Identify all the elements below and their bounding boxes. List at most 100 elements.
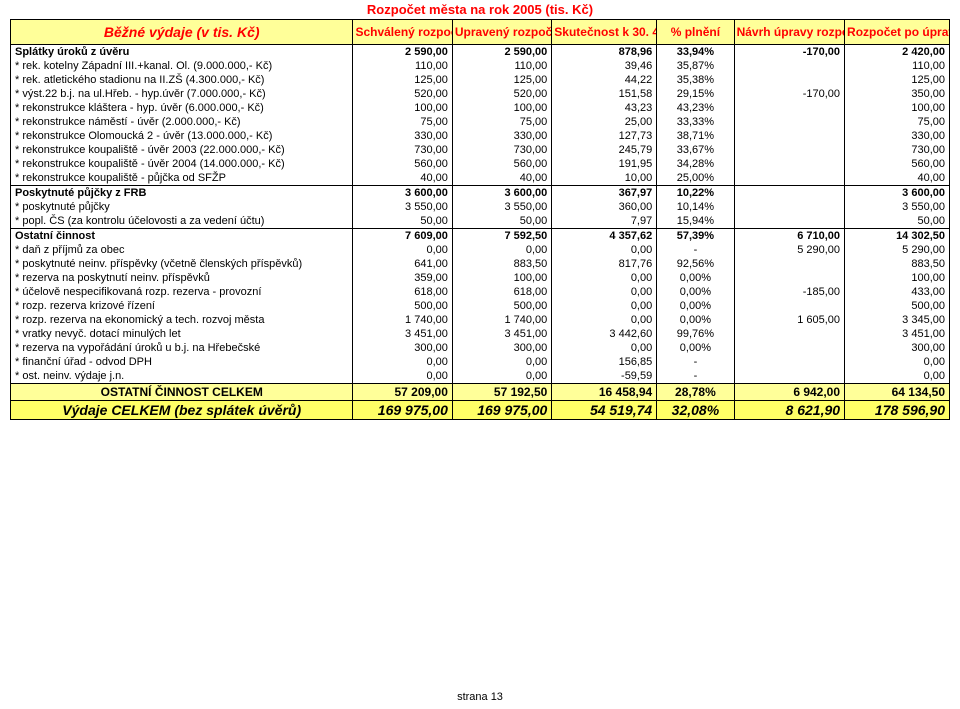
table-row: * rekonstrukce Olomoucká 2 - úvěr (13.00… — [11, 129, 950, 143]
row-value: 300,00 — [845, 341, 950, 355]
row-value: 560,00 — [353, 157, 452, 171]
row-label: Ostatní činnost — [11, 229, 353, 244]
row-label: Výdaje CELKEM (bez splátek úvěrů) — [11, 401, 353, 420]
row-value: 560,00 — [452, 157, 551, 171]
row-value: 3 442,60 — [552, 327, 657, 341]
row-label: * rekonstrukce Olomoucká 2 - úvěr (13.00… — [11, 129, 353, 143]
row-value: 43,23% — [657, 101, 734, 115]
table-row: * rek. atletického stadionu na II.ZŠ (4.… — [11, 73, 950, 87]
row-label: * rekonstrukce koupaliště - úvěr 2004 (1… — [11, 157, 353, 171]
table-row: * rezerva na vypořádání úroků u b.j. na … — [11, 341, 950, 355]
row-value: 3 600,00 — [353, 186, 452, 201]
row-value: 38,71% — [657, 129, 734, 143]
row-value — [734, 143, 844, 157]
table-row: * rekonstrukce koupaliště - úvěr 2004 (1… — [11, 157, 950, 171]
row-value: 43,23 — [552, 101, 657, 115]
table-row: * poskytnuté půjčky3 550,003 550,00360,0… — [11, 200, 950, 214]
row-value: 2 420,00 — [845, 45, 950, 60]
row-value: 156,85 — [552, 355, 657, 369]
row-value: 0,00% — [657, 313, 734, 327]
row-value — [734, 327, 844, 341]
row-label: Poskytnuté půjčky z FRB — [11, 186, 353, 201]
row-value: 110,00 — [452, 59, 551, 73]
table-row: * ost. neinv. výdaje j.n.0,000,00-59,59-… — [11, 369, 950, 384]
row-value: 5 290,00 — [734, 243, 844, 257]
row-value — [734, 369, 844, 384]
row-value: 57 209,00 — [353, 384, 452, 401]
row-value: 6 942,00 — [734, 384, 844, 401]
row-value: 15,94% — [657, 214, 734, 229]
row-value: 75,00 — [353, 115, 452, 129]
row-value: 0,00 — [552, 313, 657, 327]
row-value: 125,00 — [845, 73, 950, 87]
row-value: 125,00 — [452, 73, 551, 87]
row-value: 350,00 — [845, 87, 950, 101]
row-value: 1 740,00 — [353, 313, 452, 327]
row-value: 3 550,00 — [353, 200, 452, 214]
row-value: 28,78% — [657, 384, 734, 401]
row-value: 178 596,90 — [845, 401, 950, 420]
row-value: 75,00 — [845, 115, 950, 129]
row-value: 0,00 — [845, 355, 950, 369]
row-value — [734, 171, 844, 186]
row-label: * poskytnuté neinv. příspěvky (včetně čl… — [11, 257, 353, 271]
row-value: 75,00 — [452, 115, 551, 129]
row-value: 40,00 — [353, 171, 452, 186]
row-value: 125,00 — [353, 73, 452, 87]
row-value: 0,00 — [353, 369, 452, 384]
row-value — [734, 341, 844, 355]
row-value: - — [657, 369, 734, 384]
row-value: 7 609,00 — [353, 229, 452, 244]
table-row: * účelově nespecifikovaná rozp. rezerva … — [11, 285, 950, 299]
row-value — [734, 157, 844, 171]
row-value — [734, 299, 844, 313]
row-value — [734, 101, 844, 115]
row-value — [734, 214, 844, 229]
row-value: 0,00 — [552, 243, 657, 257]
row-value: 100,00 — [353, 101, 452, 115]
row-value: 50,00 — [452, 214, 551, 229]
table-row: * rozp. rezerva na ekonomický a tech. ro… — [11, 313, 950, 327]
row-value: 3 451,00 — [845, 327, 950, 341]
row-value: 14 302,50 — [845, 229, 950, 244]
row-value: 33,94% — [657, 45, 734, 60]
row-value — [734, 186, 844, 201]
table-row: * rek. kotelny Západní III.+kanal. Ol. (… — [11, 59, 950, 73]
header-col1: Schválený rozpočet 2005 — [353, 20, 452, 45]
row-value: - — [657, 243, 734, 257]
row-value: 100,00 — [845, 101, 950, 115]
row-value: 1 740,00 — [452, 313, 551, 327]
row-value: 360,00 — [552, 200, 657, 214]
row-value: 641,00 — [353, 257, 452, 271]
table-row: * popl. ČS (za kontrolu účelovosti a za … — [11, 214, 950, 229]
row-value: 191,95 — [552, 157, 657, 171]
row-label: * vratky nevyč. dotací minulých let — [11, 327, 353, 341]
row-value: 817,76 — [552, 257, 657, 271]
row-value: 110,00 — [845, 59, 950, 73]
row-value: -170,00 — [734, 87, 844, 101]
row-value — [734, 73, 844, 87]
row-value: 878,96 — [552, 45, 657, 60]
table-row: * rezerva na poskytnutí neinv. příspěvků… — [11, 271, 950, 285]
row-label: * rezerva na poskytnutí neinv. příspěvků — [11, 271, 353, 285]
row-value: 34,28% — [657, 157, 734, 171]
row-value — [734, 129, 844, 143]
row-value: 40,00 — [452, 171, 551, 186]
row-value: -185,00 — [734, 285, 844, 299]
row-value — [734, 200, 844, 214]
row-value: 3 451,00 — [452, 327, 551, 341]
table-row: Poskytnuté půjčky z FRB3 600,003 600,003… — [11, 186, 950, 201]
table-row: Splátky úroků z úvěru2 590,002 590,00878… — [11, 45, 950, 60]
table-row: * daň z příjmů za obec0,000,000,00-5 290… — [11, 243, 950, 257]
row-value: 433,00 — [845, 285, 950, 299]
row-label: * popl. ČS (za kontrolu účelovosti a za … — [11, 214, 353, 229]
row-value: 54 519,74 — [552, 401, 657, 420]
row-value: 99,76% — [657, 327, 734, 341]
table-row: * výst.22 b.j. na ul.Hřeb. - hyp.úvěr (7… — [11, 87, 950, 101]
row-value: 359,00 — [353, 271, 452, 285]
row-value: 0,00 — [452, 243, 551, 257]
row-value: 33,67% — [657, 143, 734, 157]
table-row: Výdaje CELKEM (bez splátek úvěrů)169 975… — [11, 401, 950, 420]
row-label: * rekonstrukce kláštera - hyp. úvěr (6.0… — [11, 101, 353, 115]
budget-table: Běžné výdaje (v tis. Kč) Schválený rozpo… — [10, 19, 950, 420]
